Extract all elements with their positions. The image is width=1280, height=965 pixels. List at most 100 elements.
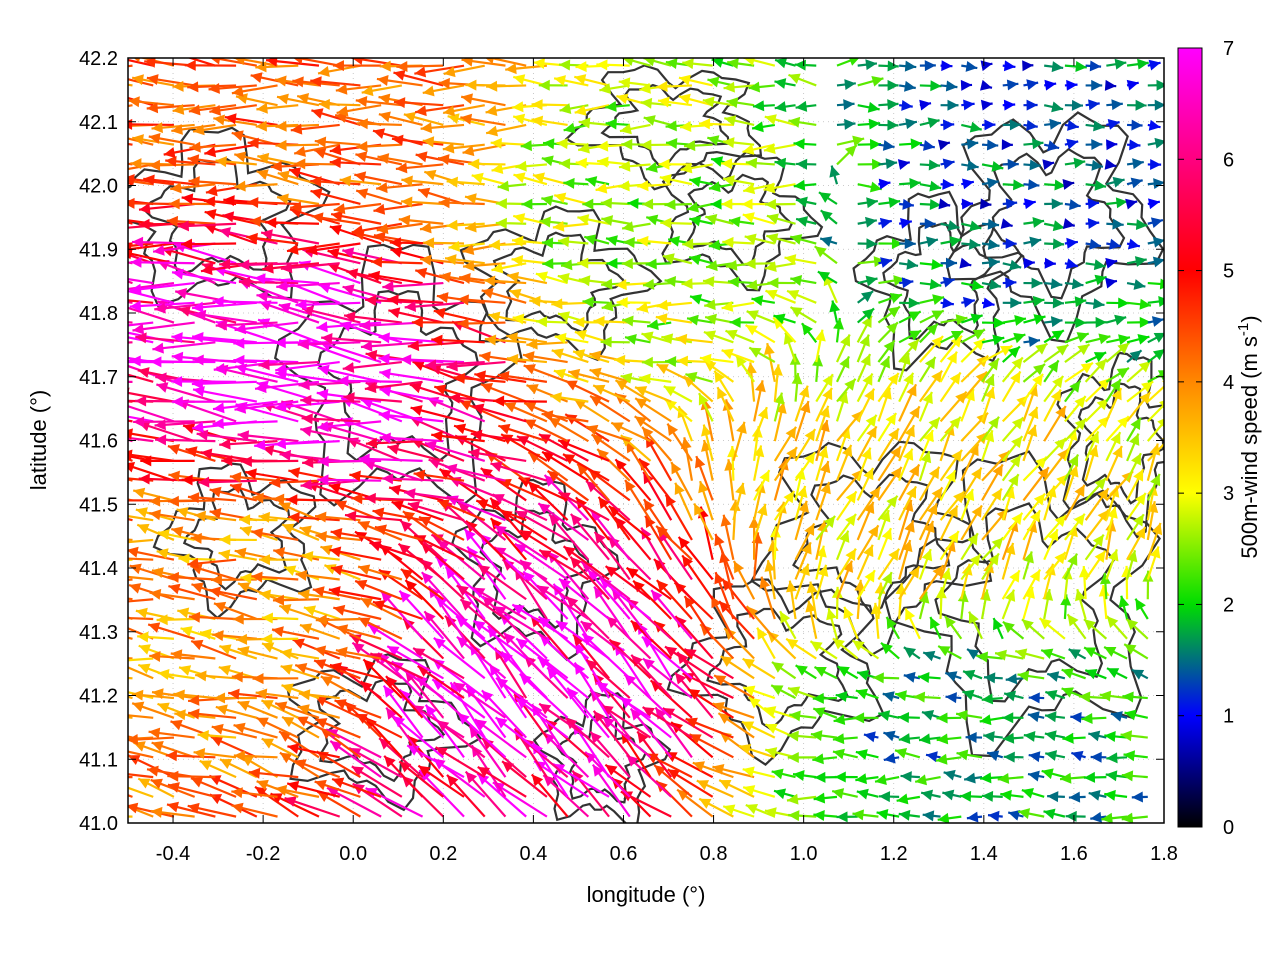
- wind-arrow-shaft: [116, 784, 153, 797]
- wind-arrow: [90, 269, 153, 283]
- wind-arrow: [919, 733, 941, 744]
- wind-arrow-head: [288, 512, 299, 523]
- wind-arrow: [1086, 218, 1100, 229]
- wind-vectors: [70, 48, 1174, 824]
- wind-arrow-head: [89, 348, 101, 359]
- wind-arrow: [1091, 752, 1107, 763]
- wind-arrow: [239, 514, 277, 525]
- wind-arrow: [1044, 406, 1066, 441]
- wind-arrow: [1047, 791, 1065, 802]
- wind-arrow-head: [788, 810, 799, 821]
- wind-arrow: [1029, 692, 1045, 703]
- wind-arrow-head: [855, 773, 867, 784]
- wind-arrow-head: [365, 295, 376, 306]
- wind-arrow-head: [1148, 198, 1160, 209]
- wind-arrow: [1127, 550, 1138, 579]
- wind-arrow: [919, 592, 930, 619]
- wind-arrow-head: [1033, 296, 1045, 307]
- wind-arrow: [1023, 179, 1039, 190]
- wind-arrow-head: [596, 183, 608, 194]
- wind-arrow-head: [139, 219, 150, 230]
- wind-arrow-head: [796, 216, 808, 227]
- wind-arrow: [1060, 773, 1086, 784]
- wind-arrow: [819, 192, 837, 204]
- wind-arrow: [1086, 180, 1106, 191]
- wind-arrow-head: [312, 212, 324, 223]
- wind-arrow-head: [1002, 712, 1013, 723]
- wind-arrow: [775, 502, 787, 540]
- wind-arrow: [192, 378, 257, 389]
- wind-arrow-head: [299, 379, 310, 390]
- wind-arrow: [980, 589, 991, 619]
- wind-arrow-head: [755, 380, 766, 392]
- wind-arrow-head: [1079, 692, 1090, 703]
- wind-arrow-head: [1134, 279, 1146, 290]
- wind-arrow-head: [172, 396, 183, 407]
- wind-arrow: [1065, 238, 1078, 249]
- wind-arrow: [790, 275, 816, 286]
- wind-arrow-head: [437, 292, 449, 303]
- wind-arrow-head: [946, 258, 957, 269]
- wind-arrow-head: [149, 496, 160, 507]
- wind-arrow: [772, 769, 796, 780]
- wind-arrow: [1070, 712, 1085, 723]
- wind-arrow-head: [551, 298, 562, 309]
- wind-arrow-head: [919, 733, 931, 744]
- wind-arrow: [833, 318, 844, 342]
- wind-arrow: [920, 199, 941, 210]
- wind-arrow-head: [329, 586, 341, 597]
- wind-arrow-head: [945, 671, 957, 681]
- wind-arrow-head: [155, 434, 166, 445]
- wind-arrow: [1003, 297, 1022, 308]
- wind-arrow-shaft: [1148, 398, 1171, 421]
- wind-arrow-head: [880, 218, 892, 229]
- wind-arrow-head: [1053, 298, 1064, 309]
- wind-arrow-shaft: [1148, 283, 1171, 285]
- wind-arrow-head: [966, 732, 977, 743]
- wind-arrow: [764, 706, 795, 718]
- wind-arrow: [921, 790, 940, 801]
- wind-arrow-head: [191, 583, 203, 593]
- wind-arrow-head: [115, 400, 127, 410]
- wind-arrow-head: [926, 237, 938, 248]
- wind-arrow-head: [108, 734, 119, 745]
- wind-arrow: [140, 455, 194, 466]
- wind-arrow: [813, 693, 837, 704]
- wind-arrow-head: [1028, 771, 1040, 782]
- wind-arrow: [84, 772, 133, 783]
- wind-arrow-head: [909, 178, 920, 189]
- wind-arrow-head: [606, 235, 618, 246]
- wind-arrow-head: [1029, 237, 1041, 248]
- wind-arrow-head: [959, 258, 971, 269]
- wind-arrow-head: [792, 373, 803, 384]
- wind-arrow-head: [253, 673, 264, 684]
- wind-arrow: [574, 399, 609, 421]
- wind-arrow: [1023, 278, 1042, 289]
- wind-arrow-head: [317, 421, 328, 432]
- wind-arrow: [899, 810, 920, 821]
- wind-arrow-head: [1141, 381, 1153, 392]
- wind-arrow-head: [921, 790, 933, 801]
- wind-arrow: [982, 791, 1003, 802]
- wind-arrow: [1047, 671, 1065, 682]
- wind-arrow: [938, 198, 950, 209]
- wind-arrow: [1127, 317, 1151, 328]
- wind-arrow-head: [177, 608, 189, 619]
- wind-arrow-head: [873, 672, 884, 683]
- wind-arrow: [722, 579, 754, 619]
- wind-arrow: [504, 402, 547, 421]
- wind-arrow: [1127, 299, 1151, 310]
- wind-arrow: [593, 316, 629, 327]
- wind-arrow-head: [1069, 381, 1080, 393]
- wind-arrow-head: [582, 199, 593, 210]
- wind-arrow-head: [721, 656, 733, 667]
- wind-arrow-head: [890, 446, 901, 458]
- wind-arrow-shaft: [77, 398, 133, 401]
- wind-arrow-head: [1095, 551, 1106, 563]
- wind-arrow: [1028, 771, 1044, 782]
- wind-arrow: [77, 393, 133, 404]
- wind-arrow: [821, 210, 837, 223]
- wind-arrow: [1086, 275, 1107, 286]
- wind-arrow-head: [1063, 179, 1075, 190]
- wind-arrow-head: [102, 472, 113, 483]
